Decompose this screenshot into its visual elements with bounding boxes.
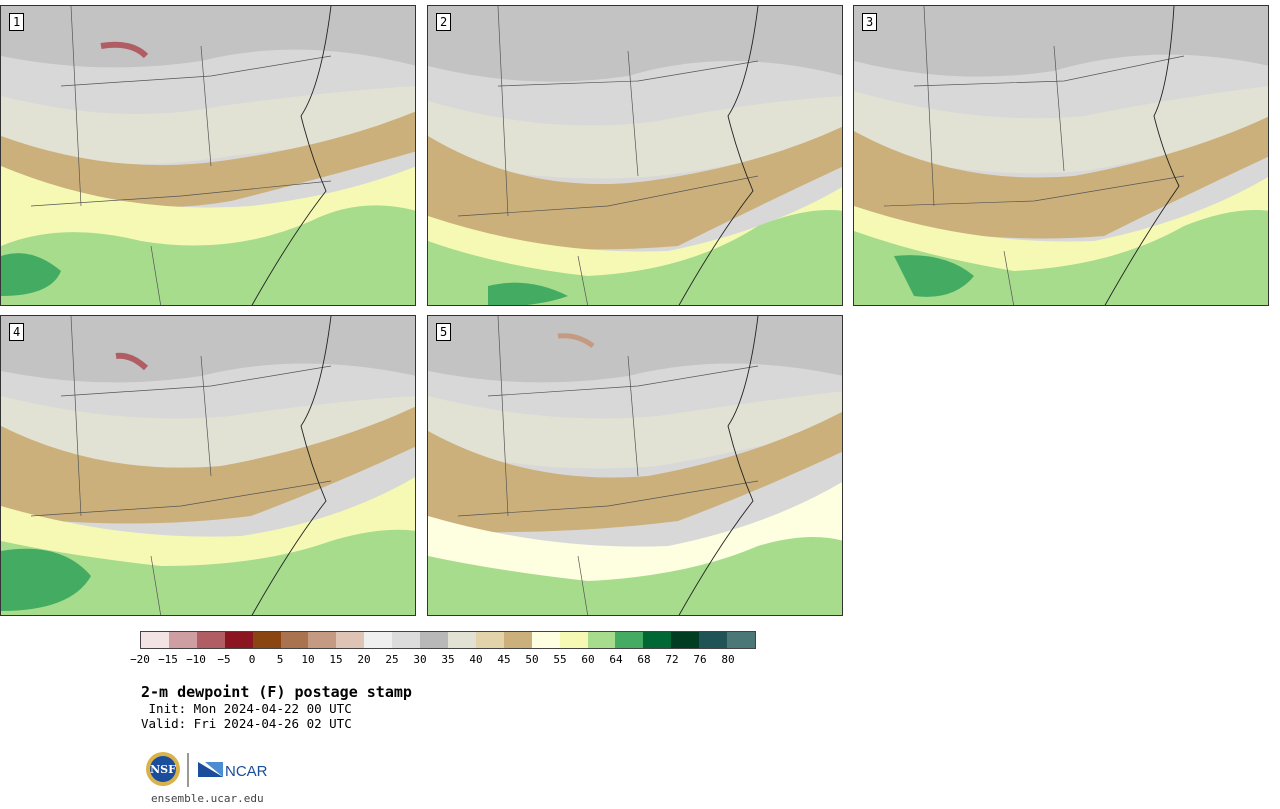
nsf-ncar-logo: NSF NCAR xyxy=(146,752,268,787)
colorbar-tick-label: −10 xyxy=(186,653,206,666)
colorbar-swatch xyxy=(643,632,672,648)
colorbar-tick-label: 40 xyxy=(469,653,483,666)
colorbar-swatch xyxy=(280,632,309,648)
panel-number-label: 3 xyxy=(862,13,878,31)
colorbar-swatch xyxy=(420,632,448,648)
map-panel-5: 5 xyxy=(427,315,843,616)
colorbar-tick-label: 50 xyxy=(525,653,539,666)
colorbar-swatch xyxy=(224,632,253,648)
colorbar-tick-label: 80 xyxy=(721,653,735,666)
map-panel-1: 1 xyxy=(0,5,416,306)
init-time: Init: Mon 2024-04-22 00 UTC xyxy=(141,701,352,716)
dewpoint-map-4 xyxy=(1,316,415,615)
colorbar-swatch xyxy=(503,632,532,648)
colorbar-swatch xyxy=(615,632,644,648)
colorbar-swatch xyxy=(364,632,393,648)
dewpoint-map-1 xyxy=(1,6,415,305)
colorbar-swatch xyxy=(475,632,504,648)
colorbar-swatch xyxy=(699,632,728,648)
colorbar-tick-label: 76 xyxy=(693,653,707,666)
colorbar-ticks: −20 −15 −10 −5 0 5 10 15 20 25 30 35 40 45 50 55 60 64 68 7… xyxy=(130,651,756,666)
colorbar-tick-label: 35 xyxy=(441,653,455,666)
colorbar-swatch xyxy=(447,632,476,648)
site-url: ensemble.ucar.edu xyxy=(151,792,264,805)
logos: NSF NCAR xyxy=(145,750,280,790)
colorbar-swatch xyxy=(531,632,560,648)
nsf-logo-text: NSF xyxy=(150,763,176,776)
colorbar-tick-label: 0 xyxy=(248,653,256,666)
colorbar-swatch xyxy=(252,632,281,648)
colorbar-tick-label: 15 xyxy=(329,653,343,666)
colorbar-swatch xyxy=(336,632,365,648)
colorbar-swatch xyxy=(587,632,616,648)
plot-title: 2-m dewpoint (F) postage stamp xyxy=(141,683,412,701)
colorbar-tick-label: 10 xyxy=(301,653,315,666)
colorbar-swatch xyxy=(141,632,169,648)
colorbar-tick-label: 25 xyxy=(385,653,399,666)
panel-number-label: 2 xyxy=(436,13,452,31)
valid-time: Valid: Fri 2024-04-26 02 UTC xyxy=(141,716,352,731)
colorbar-tick-label: 72 xyxy=(665,653,679,666)
colorbar-tick-label: 55 xyxy=(553,653,567,666)
dewpoint-map-2 xyxy=(428,6,842,305)
colorbar-swatch xyxy=(196,632,225,648)
colorbar-swatch xyxy=(308,632,337,648)
panel-number-label: 4 xyxy=(9,323,25,341)
panel-number-label: 1 xyxy=(9,13,25,31)
panel-number-label: 5 xyxy=(436,323,452,341)
colorbar-tick-label: 64 xyxy=(609,653,623,666)
colorbar-swatch xyxy=(392,632,421,648)
dewpoint-map-5 xyxy=(428,316,842,615)
colorbar-swatch xyxy=(671,632,700,648)
map-panel-4: 4 xyxy=(0,315,416,616)
map-panel-3: 3 xyxy=(853,5,1269,306)
colorbar-tick-label: 45 xyxy=(497,653,511,666)
map-panel-2: 2 xyxy=(427,5,843,306)
colorbar-tick-label: 60 xyxy=(581,653,595,666)
colorbar-tick-label: −20 xyxy=(130,653,150,666)
colorbar-swatch xyxy=(168,632,197,648)
colorbar-tick-label: 68 xyxy=(637,653,651,666)
colorbar-tick-label: 5 xyxy=(276,653,284,666)
dewpoint-map-3 xyxy=(854,6,1268,305)
colorbar-tick-label: −5 xyxy=(217,653,231,666)
colorbar-tick-label: 20 xyxy=(357,653,371,666)
colorbar-tick-label: −15 xyxy=(158,653,178,666)
ncar-logo-text: NCAR xyxy=(225,763,268,780)
colorbar xyxy=(140,631,756,649)
colorbar-swatch xyxy=(559,632,588,648)
colorbar-swatch xyxy=(727,632,755,648)
colorbar-tick-label: 30 xyxy=(413,653,427,666)
